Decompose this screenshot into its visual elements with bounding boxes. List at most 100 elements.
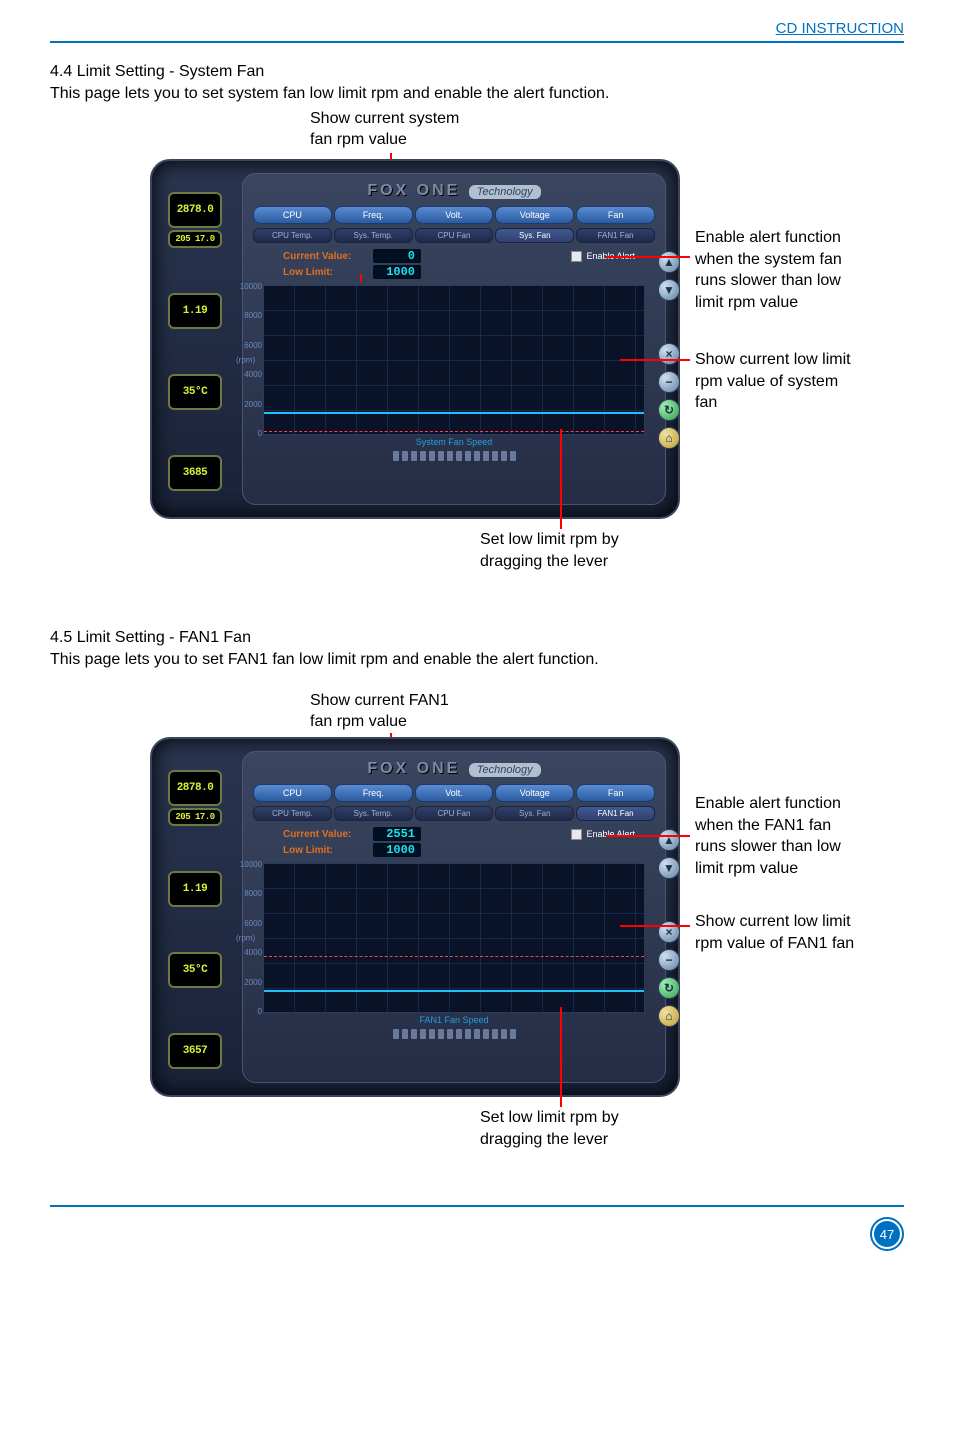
foxone-panel: 2878.0 205 17.0 1.19 35°C 3657 FOX ONE T…: [150, 737, 680, 1097]
sec45-figure: Show current FAN1 fan rpm value 2878.0 2…: [50, 675, 880, 1165]
annot-line: Set low limit rpm by: [480, 531, 619, 548]
tab-voltage[interactable]: Voltage: [495, 206, 574, 224]
sec45-annot-low: Show current low limit rpm value of FAN1…: [695, 911, 854, 954]
chart-title: System Fan Speed: [253, 437, 655, 447]
annot-line: when the system fan: [695, 251, 842, 268]
refresh-icon[interactable]: ↻: [658, 399, 680, 421]
slider[interactable]: [253, 451, 655, 461]
minimize-icon[interactable]: −: [658, 371, 680, 393]
slider-tick: [483, 1029, 489, 1039]
ytick: 2000: [236, 400, 262, 409]
slider-tick: [510, 1029, 516, 1039]
ll-value: 1000: [373, 265, 421, 279]
tab-voltage[interactable]: Voltage: [495, 784, 574, 802]
sec44-caption-top: Show current system fan rpm value: [310, 109, 459, 151]
annot-line: runs slower than low: [695, 838, 841, 855]
tab-volt[interactable]: Volt.: [415, 206, 494, 224]
panel-main: FOX ONE Technology CPU Freq. Volt. Volta…: [242, 173, 666, 505]
gauge-temp: 35°C: [168, 952, 222, 988]
slider-tick: [429, 451, 435, 461]
slider-tick: [510, 451, 516, 461]
leader-line: [606, 835, 690, 837]
slider-tick: [447, 451, 453, 461]
page-badge: 47: [870, 1217, 904, 1251]
home-icon[interactable]: ⌂: [658, 427, 680, 449]
fan-chart: 10000 8000 6000 4000 2000 0 (rpm): [263, 863, 645, 1013]
annot-line: Show current low limit: [695, 913, 851, 930]
tab-fan[interactable]: Fan: [576, 784, 655, 802]
chart-title: FAN1 Fan Speed: [253, 1015, 655, 1025]
annot-line: Set low limit rpm by: [480, 1109, 619, 1126]
subtab-systemp[interactable]: Sys. Temp.: [334, 228, 413, 243]
enable-alert-checkbox[interactable]: [571, 829, 582, 840]
subtab-fan1[interactable]: FAN1 Fan: [576, 806, 655, 821]
slider-tick: [438, 451, 444, 461]
slider-tick: [393, 451, 399, 461]
caption-line: Show current FAN1: [310, 692, 449, 709]
ytick: 8000: [236, 889, 262, 898]
ll-value: 1000: [373, 843, 421, 857]
subtab-cputemp[interactable]: CPU Temp.: [253, 228, 332, 243]
subtab-systemp[interactable]: Sys. Temp.: [334, 806, 413, 821]
slider-tick: [465, 1029, 471, 1039]
ytick: 10000: [236, 860, 262, 869]
ytick: 6000: [236, 919, 262, 928]
enable-alert-checkbox[interactable]: [571, 251, 582, 262]
slider[interactable]: [253, 1029, 655, 1039]
tab-cpu[interactable]: CPU: [253, 206, 332, 224]
tab-row: CPU Freq. Volt. Voltage Fan: [253, 206, 655, 224]
subtab-sysfan[interactable]: Sys. Fan: [495, 806, 574, 821]
logo-row: FOX ONE Technology: [253, 182, 655, 200]
tab-cpu[interactable]: CPU: [253, 784, 332, 802]
tab-freq[interactable]: Freq.: [334, 206, 413, 224]
slider-tick: [492, 1029, 498, 1039]
gauge-fan: 3685: [168, 455, 222, 491]
sec44-annot-enable: Enable alert function when the system fa…: [695, 227, 842, 313]
subtab-cpufan[interactable]: CPU Fan: [415, 806, 494, 821]
ytick: 0: [236, 1007, 262, 1016]
home-icon[interactable]: ⌂: [658, 1005, 680, 1027]
tab-fan[interactable]: Fan: [576, 206, 655, 224]
subtab-fan1[interactable]: FAN1 Fan: [576, 228, 655, 243]
logo-text: FOX ONE: [367, 760, 460, 777]
subtab-sysfan[interactable]: Sys. Fan: [495, 228, 574, 243]
chart-low-line: [264, 412, 644, 414]
slider-tick: [456, 451, 462, 461]
low-limit-row: Low Limit: 1000: [283, 843, 655, 857]
ytick: 8000: [236, 311, 262, 320]
scroll-up-icon[interactable]: ▲: [658, 829, 680, 851]
sec45-caption-top: Show current FAN1 fan rpm value: [310, 691, 449, 733]
leader-line: [360, 274, 362, 282]
gauge-freq: 2878.0: [168, 192, 222, 228]
annot-line: runs slower than low: [695, 272, 841, 289]
scroll-up-icon[interactable]: ▲: [658, 251, 680, 273]
refresh-icon[interactable]: ↻: [658, 977, 680, 999]
chart-ylabel: (rpm): [236, 356, 255, 365]
fan-chart: 10000 8000 6000 4000 2000 0 (rpm): [263, 285, 645, 435]
annot-line: fan: [695, 394, 717, 411]
scroll-down-icon[interactable]: ▼: [658, 857, 680, 879]
right-icons: ▲ ▼ × − ↻ ⌂: [658, 829, 680, 1027]
sec44-desc: This page lets you to set system fan low…: [50, 85, 904, 103]
scroll-down-icon[interactable]: ▼: [658, 279, 680, 301]
tab-volt[interactable]: Volt.: [415, 784, 494, 802]
enable-alert[interactable]: Enable Alert: [571, 829, 635, 840]
annot-line: when the FAN1 fan: [695, 817, 831, 834]
header-link[interactable]: CD INSTRUCTION: [50, 20, 904, 41]
caption-line: Show current system: [310, 110, 459, 127]
ytick: 10000: [236, 282, 262, 291]
slider-tick: [492, 451, 498, 461]
cv-value: 0: [373, 249, 421, 263]
current-value-row: Current Value: 2551 Enable Alert: [283, 827, 655, 841]
sec45-heading: 4.5 Limit Setting - FAN1 Fan: [50, 629, 904, 647]
annot-line: dragging the lever: [480, 1131, 608, 1148]
low-limit-row: Low Limit: 1000: [283, 265, 655, 279]
annot-line: Enable alert function: [695, 229, 841, 246]
chart-cur-line: [264, 956, 644, 957]
minimize-icon[interactable]: −: [658, 949, 680, 971]
tab-freq[interactable]: Freq.: [334, 784, 413, 802]
cv-label: Current Value:: [283, 829, 363, 840]
subtab-cpufan[interactable]: CPU Fan: [415, 228, 494, 243]
close-icon[interactable]: ×: [658, 343, 680, 365]
subtab-cputemp[interactable]: CPU Temp.: [253, 806, 332, 821]
